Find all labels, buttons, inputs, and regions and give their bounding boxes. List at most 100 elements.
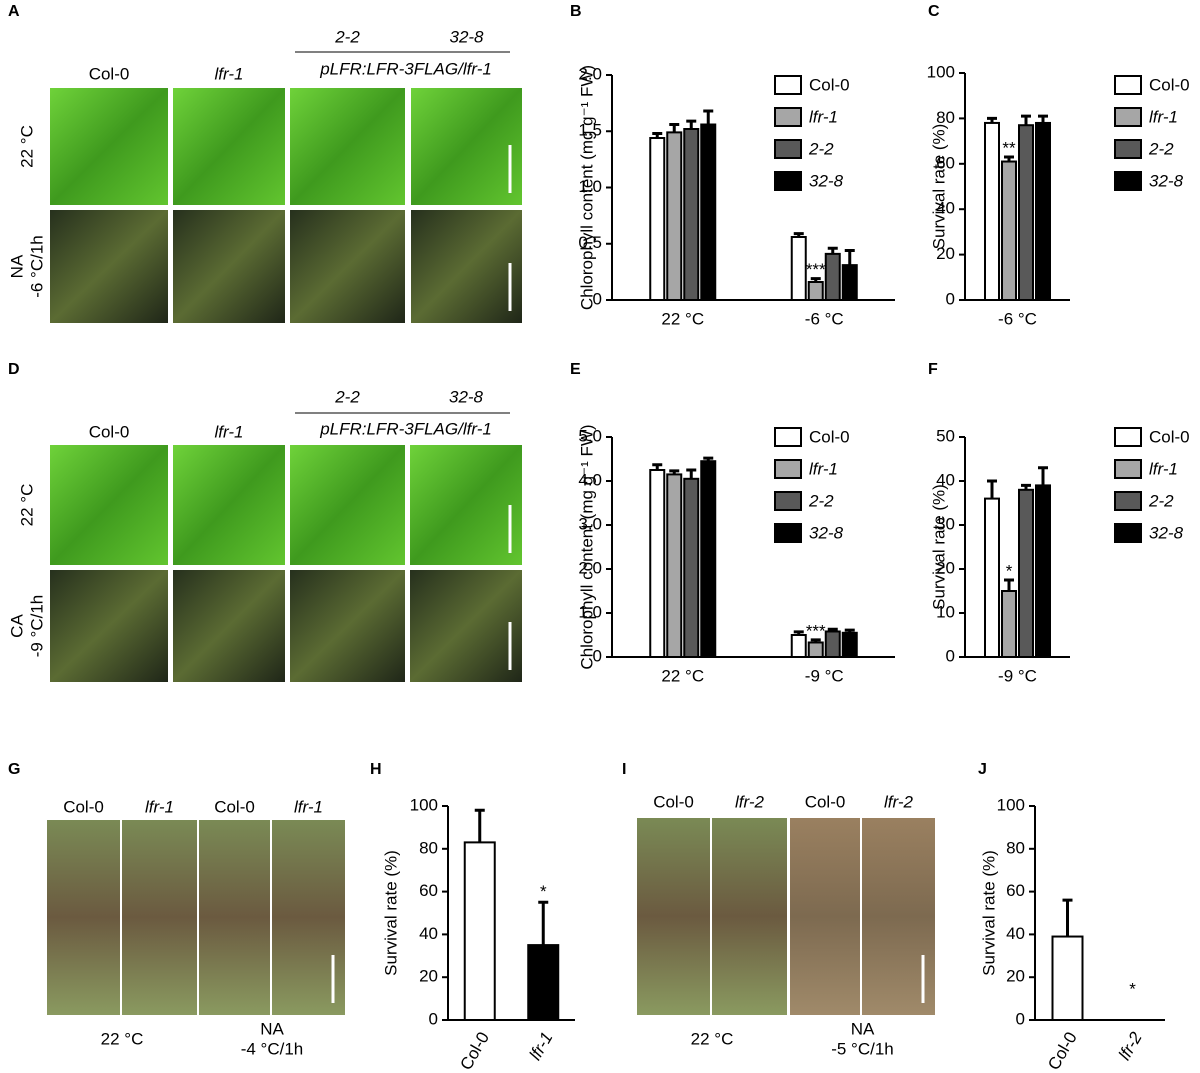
photo — [410, 445, 522, 565]
bar — [1001, 590, 1017, 658]
column-label: lfr-1 — [145, 797, 174, 816]
x-tick-label: -9 °C — [805, 666, 844, 685]
error-bar — [827, 246, 838, 254]
panel-letter: I — [622, 761, 626, 778]
y-tick-label: 0 — [429, 1009, 438, 1028]
error-bar — [827, 627, 838, 632]
condition-label: NA — [260, 1019, 284, 1038]
photo — [290, 88, 405, 205]
panel-letter: J — [978, 761, 987, 778]
x-tick-label: -6 °C — [998, 309, 1037, 328]
column-label: lfr-1 — [215, 64, 244, 83]
significance: * — [1129, 979, 1136, 998]
y-tick-label: 30 — [936, 514, 955, 533]
photo — [290, 210, 405, 323]
y-tick-label: 3.0 — [578, 514, 602, 533]
legend-swatch — [1114, 171, 1142, 191]
y-tick-label: 5.0 — [578, 426, 602, 445]
photo — [173, 570, 285, 682]
y-tick-label: 0 — [946, 646, 955, 665]
error-bar — [669, 123, 680, 133]
photo — [47, 820, 120, 1015]
legend-swatch — [774, 459, 802, 479]
bar — [984, 121, 1000, 301]
y-axis-title: Survival rate (%) — [381, 850, 400, 976]
y-tick-label: 40 — [1006, 924, 1025, 943]
x-tick-label: Col-0 — [1044, 1029, 1081, 1073]
error-bar — [844, 628, 855, 633]
error-bar — [652, 132, 663, 138]
y-tick-label: 0 — [593, 289, 602, 308]
y-tick-label: 40 — [419, 924, 438, 943]
condition-label: -4 °C/1h — [241, 1039, 304, 1058]
legend-label: lfr-1 — [1149, 459, 1178, 478]
row-label: 22 °C — [17, 484, 36, 527]
error-bar — [793, 630, 804, 635]
panel-letter: E — [570, 361, 581, 378]
bar — [807, 281, 824, 301]
error-bar — [1004, 155, 1014, 162]
error-bar — [1021, 114, 1031, 126]
photo — [712, 818, 787, 1015]
y-tick-label: 2.0 — [578, 64, 602, 83]
y-tick-label: 100 — [997, 795, 1025, 814]
y-tick-label: 20 — [1006, 967, 1025, 986]
bar — [1018, 124, 1034, 301]
column-label: 2-2 — [334, 387, 360, 406]
x-tick-label: 22 °C — [661, 666, 704, 685]
x-tick-label: Col-0 — [456, 1029, 493, 1073]
error-bar — [844, 249, 855, 266]
legend-label: 2-2 — [1148, 491, 1174, 510]
legend-label: lfr-1 — [809, 459, 838, 478]
significance: * — [1006, 561, 1013, 580]
error-bar — [1038, 466, 1048, 486]
legend-swatch — [1114, 75, 1142, 95]
bar — [666, 473, 683, 658]
legend-swatch — [1114, 107, 1142, 127]
column-label: Col-0 — [63, 797, 104, 816]
legend-swatch — [774, 171, 802, 191]
y-tick-label: 2.0 — [578, 558, 602, 577]
y-tick-label: 40 — [936, 199, 955, 218]
legend-label: lfr-1 — [809, 107, 838, 126]
x-tick-label: 22 °C — [661, 309, 704, 328]
photo — [50, 88, 168, 205]
bar — [824, 252, 841, 301]
y-tick-label: 20 — [936, 244, 955, 263]
photo — [173, 445, 285, 565]
column-label: 32-8 — [449, 387, 484, 406]
row-label: -6 °C/1h — [27, 235, 46, 298]
error-bar — [810, 277, 821, 282]
legend-swatch — [1114, 459, 1142, 479]
bar — [683, 477, 700, 658]
bar — [984, 497, 1000, 658]
photo — [790, 818, 860, 1015]
y-tick-label: 100 — [410, 795, 438, 814]
significance: *** — [806, 621, 826, 640]
legend-label: Col-0 — [809, 75, 850, 94]
column-label: Col-0 — [653, 792, 694, 811]
legend-swatch — [774, 139, 802, 159]
bar — [1051, 935, 1084, 1021]
y-tick-label: 0 — [1016, 1009, 1025, 1028]
legend-swatch — [1114, 491, 1142, 511]
bar — [824, 630, 841, 658]
x-tick-label: lfr-1 — [526, 1029, 557, 1064]
error-bar — [987, 116, 997, 123]
bar — [527, 944, 560, 1021]
error-bar — [669, 469, 680, 475]
bar — [1018, 488, 1034, 658]
photo — [410, 570, 522, 682]
photo — [50, 445, 168, 565]
photo — [50, 570, 168, 682]
bar — [1035, 484, 1051, 658]
row-label: NA — [7, 254, 26, 278]
y-tick-label: 10 — [936, 602, 955, 621]
bar — [790, 634, 807, 658]
photo — [173, 210, 285, 323]
column-label: Col-0 — [214, 797, 255, 816]
condition-label: 22 °C — [691, 1029, 734, 1048]
error-bar — [987, 479, 997, 499]
legend-swatch — [774, 75, 802, 95]
